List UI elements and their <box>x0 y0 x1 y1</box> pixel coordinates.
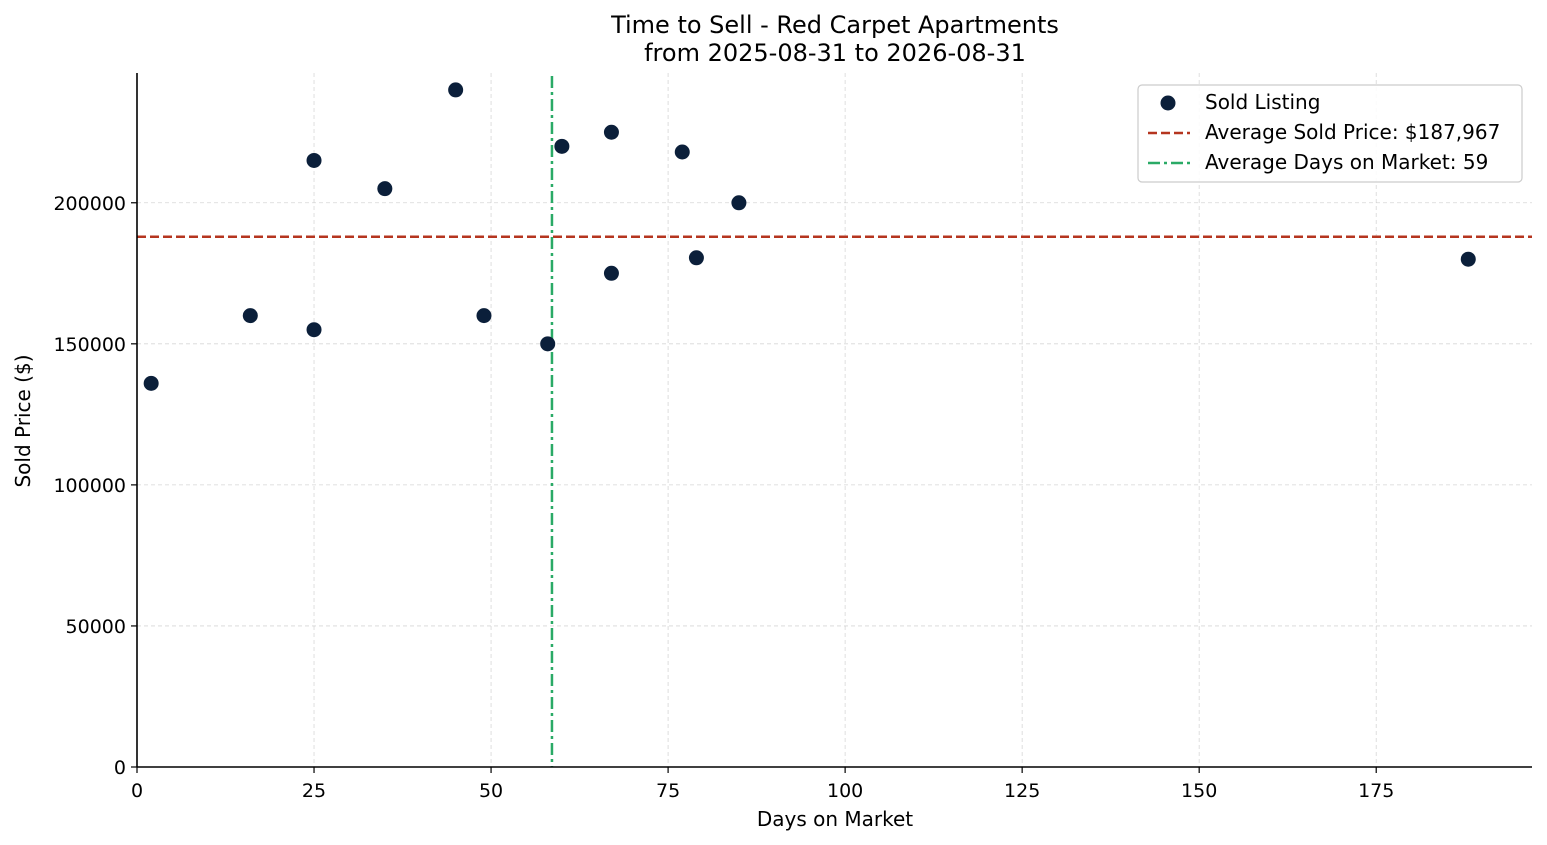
data-point <box>476 308 492 324</box>
data-point <box>554 138 570 154</box>
data-point <box>306 152 322 168</box>
data-point <box>377 181 393 197</box>
x-tick-label: 125 <box>1004 780 1040 802</box>
y-tick-label: 0 <box>114 757 126 779</box>
x-tick-label: 0 <box>131 780 143 802</box>
data-point <box>603 265 619 281</box>
legend-marker-sold-listing <box>1160 95 1176 111</box>
chart-title: Time to Sell - Red Carpet Apartments <box>610 11 1059 39</box>
data-point <box>674 144 690 160</box>
data-point <box>448 82 464 98</box>
data-point <box>540 336 556 352</box>
x-tick-label: 50 <box>479 780 503 802</box>
data-point <box>1460 251 1476 267</box>
y-tick-label: 200000 <box>53 193 126 215</box>
y-tick-label: 50000 <box>66 616 126 638</box>
legend-label-sold-listing: Sold Listing <box>1205 90 1320 114</box>
legend-label-average-price: Average Sold Price: $187,967 <box>1205 120 1500 144</box>
x-tick-label: 175 <box>1358 780 1394 802</box>
data-point <box>688 250 704 266</box>
data-point <box>143 375 159 391</box>
legend: Sold Listing Average Sold Price: $187,96… <box>1137 84 1523 183</box>
y-tick-label: 100000 <box>53 475 126 497</box>
x-tick-label: 100 <box>827 780 863 802</box>
x-axis-label: Days on Market <box>757 807 913 831</box>
chart-subtitle: from 2025-08-31 to 2026-08-31 <box>644 39 1026 67</box>
legend-box <box>1137 84 1523 183</box>
data-point <box>306 322 322 338</box>
data-points <box>143 82 1476 391</box>
x-tick-label: 150 <box>1181 780 1217 802</box>
y-axis-ticks: 0 50000 100000 150000 200000 <box>53 193 137 779</box>
x-axis-ticks: 0 25 50 75 100 125 150 175 <box>131 767 1394 802</box>
y-tick-label: 150000 <box>53 334 126 356</box>
reference-lines <box>137 76 1532 767</box>
legend-label-average-days: Average Days on Market: 59 <box>1205 150 1488 174</box>
x-tick-label: 25 <box>302 780 326 802</box>
data-point <box>242 308 258 324</box>
data-point <box>603 124 619 140</box>
y-axis-label: Sold Price ($) <box>11 354 35 487</box>
data-point <box>731 195 747 211</box>
x-tick-label: 75 <box>656 780 680 802</box>
